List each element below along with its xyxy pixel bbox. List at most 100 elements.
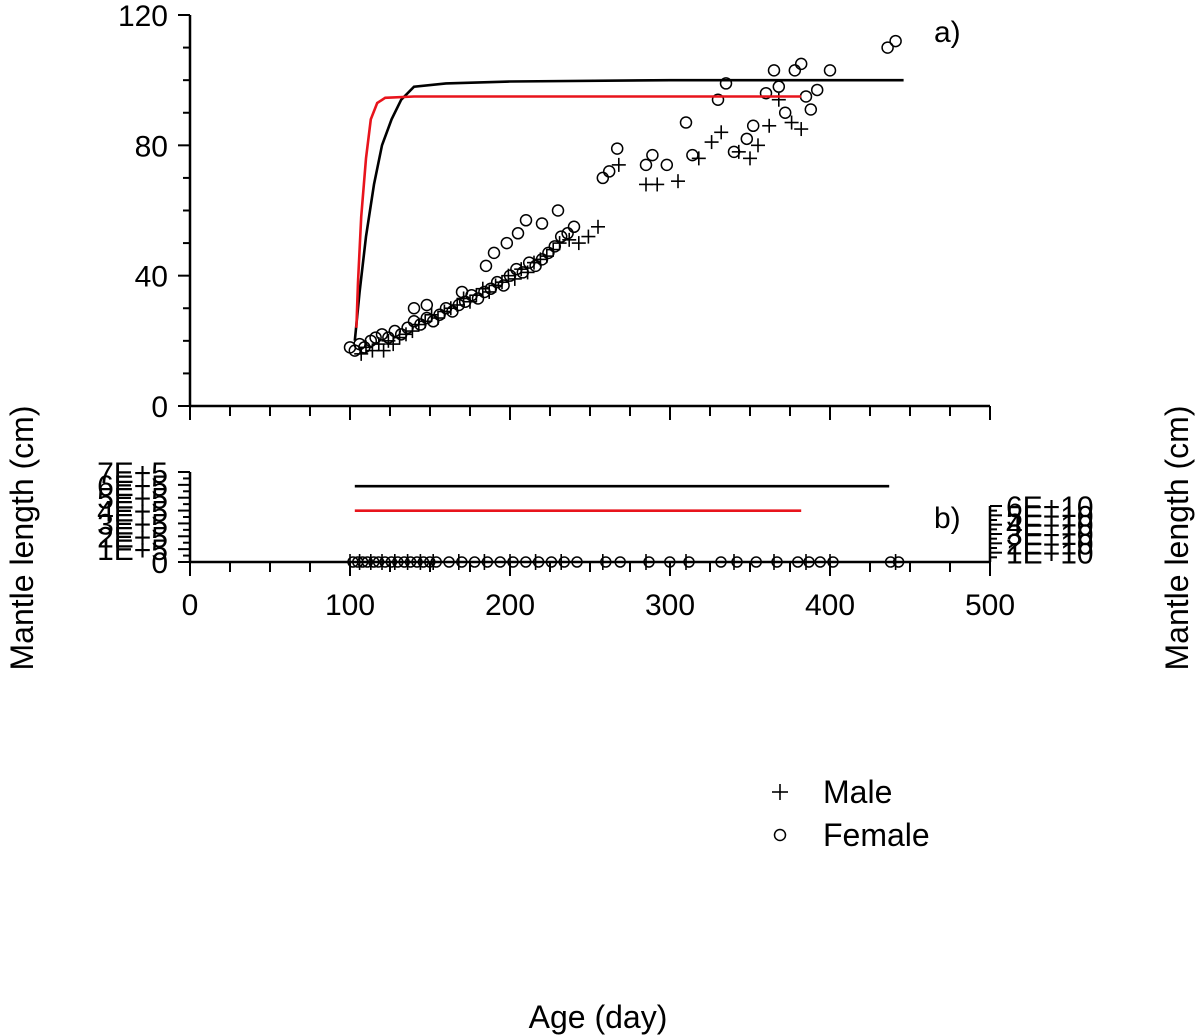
female-point <box>823 64 837 77</box>
female-point <box>602 165 616 178</box>
panel-b-left-tick-label: 1E+5 <box>97 534 168 567</box>
female-point <box>433 308 446 322</box>
panel-b-male-point <box>553 554 570 570</box>
panel-b-male-point <box>726 554 742 570</box>
female-point <box>535 217 549 230</box>
panel-b-female-point <box>614 556 626 568</box>
panel-b-male-point <box>822 554 838 570</box>
male-point <box>671 174 685 189</box>
panel-b-male-point <box>678 554 694 570</box>
panel-b-right-tick-label: 4E+10 <box>1006 510 1094 543</box>
panel-b-points <box>342 554 905 570</box>
female-point <box>452 298 466 312</box>
female-point <box>746 119 760 133</box>
panel-b-left-tick-label: 0 <box>151 547 168 580</box>
panel-a-points <box>343 34 902 361</box>
female-point <box>596 171 610 185</box>
female-point <box>369 331 382 344</box>
panel-b-male-point <box>766 554 782 570</box>
left-axis-title: Mantle length (cm) <box>4 406 40 671</box>
panel-b-female-point <box>827 556 839 568</box>
female-point <box>561 227 574 240</box>
male-point <box>784 115 799 130</box>
female-point <box>500 236 514 250</box>
female-point <box>727 145 741 159</box>
female-point <box>610 142 624 155</box>
panel-b-female-point <box>481 556 494 568</box>
female-point <box>794 57 808 71</box>
panel-b-female-point <box>750 556 762 568</box>
female-point <box>788 64 802 77</box>
panel-b-right-tick-label: 6E+10 <box>1006 491 1094 524</box>
panel-a-y-tick-label: 40 <box>135 261 168 294</box>
legend-plus-marker <box>772 784 788 800</box>
female-point <box>759 86 773 100</box>
panel-b-female-point <box>803 556 815 568</box>
panel-b-female-point <box>731 556 743 568</box>
female-point <box>519 214 533 227</box>
panel-b-female-point <box>892 556 905 568</box>
female-point <box>414 318 427 331</box>
female-point <box>889 34 902 48</box>
female-point <box>471 292 485 305</box>
legend: Male Female <box>772 774 930 853</box>
panel-a-y-tick-label: 0 <box>151 391 168 424</box>
panel-b-male-point <box>476 554 493 570</box>
panel-b-x-tick-label: 400 <box>805 589 855 622</box>
panel-b-left-tick-label: 6E+5 <box>97 470 168 503</box>
panel-b-x-tick-label: 500 <box>965 589 1015 622</box>
male-point <box>611 157 626 172</box>
female-point <box>799 90 813 103</box>
panel-a-y-tick-label: 80 <box>135 130 168 163</box>
male-point <box>562 232 577 247</box>
female-point <box>446 305 459 318</box>
female-point <box>778 106 792 119</box>
panel-b-male-point <box>502 554 518 570</box>
female-point <box>529 259 542 273</box>
female-point <box>439 302 453 315</box>
female-point <box>639 158 653 172</box>
female-point <box>503 269 517 282</box>
female-point <box>478 285 491 299</box>
legend-marker-male <box>772 784 788 800</box>
panel-a-chart: 0 40 80 120 a) <box>118 0 991 424</box>
female-point <box>516 266 530 279</box>
female-point <box>497 279 510 292</box>
panel-b-x-tick-label: 100 <box>325 589 375 622</box>
female-point <box>426 315 440 328</box>
female-point <box>535 253 549 266</box>
female-point <box>567 220 581 234</box>
panel-b-female-point <box>456 556 468 568</box>
male-point <box>704 135 719 150</box>
panel-b-male-point <box>638 554 654 570</box>
female-point <box>510 262 523 276</box>
panel-b-left-tick-label: 4E+5 <box>97 496 168 529</box>
female-point <box>881 41 894 54</box>
female-point <box>522 256 536 269</box>
panel-b-male-point <box>887 554 904 570</box>
female-point <box>401 321 414 335</box>
panel-b-female-point <box>571 556 583 568</box>
female-point <box>551 204 565 217</box>
panel-b-female-point <box>643 556 655 568</box>
panel-b-left-tick-label: 5E+5 <box>97 483 168 516</box>
female-point <box>740 132 754 146</box>
panel-b-axes: 01E+52E+53E+54E+55E+56E+57E+51E+102E+103… <box>97 457 1094 622</box>
female-point <box>358 341 371 354</box>
panel-b-left-tick-label: 7E+5 <box>97 457 168 490</box>
panel-b-x-tick-label: 200 <box>485 589 535 622</box>
panel-b-female-point <box>532 556 545 568</box>
male-point <box>475 281 490 296</box>
male-point <box>691 151 706 166</box>
female-point <box>679 116 693 129</box>
panel-b-x-tick-label: 300 <box>645 589 695 622</box>
female-point <box>511 227 525 240</box>
female-point <box>420 298 434 312</box>
female-point <box>407 302 421 315</box>
female-point <box>554 230 568 243</box>
right-axis-title: Mantle length (cm) <box>1159 406 1195 671</box>
panel-a-axes: 0 40 80 120 <box>118 0 991 424</box>
male-point <box>376 343 391 358</box>
legend-label-male: Male <box>823 774 892 810</box>
